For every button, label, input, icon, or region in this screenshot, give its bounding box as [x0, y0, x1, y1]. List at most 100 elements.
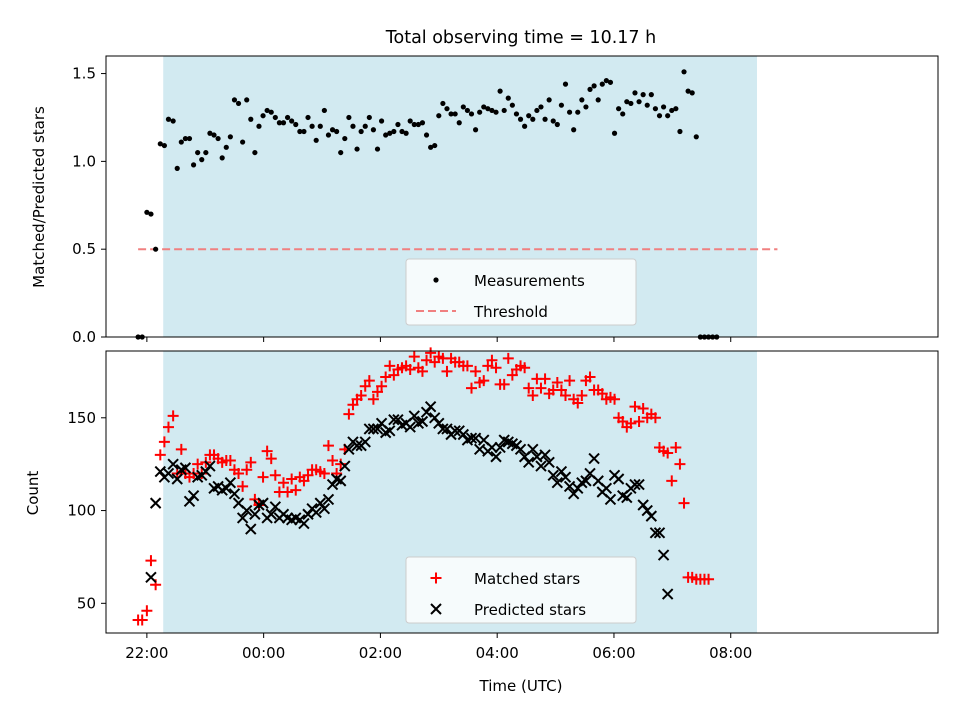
data-point: [354, 146, 360, 152]
data-point: [662, 447, 674, 459]
y-tick-label: 100: [67, 502, 96, 520]
data-point: [571, 127, 577, 133]
data-point: [689, 90, 695, 96]
data-point: [502, 352, 514, 364]
y-axis-label-ratio: Matched/Predicted stars: [30, 106, 48, 288]
data-point: [399, 128, 405, 135]
data-point: [387, 130, 393, 136]
y-tick-label: 1.5: [72, 65, 96, 83]
legend-label: Measurements: [474, 272, 585, 290]
data-point: [477, 109, 483, 115]
data-point: [441, 365, 453, 377]
data-point: [313, 137, 319, 143]
data-point: [219, 155, 225, 161]
data-point: [576, 390, 588, 402]
data-point: [624, 99, 630, 105]
data-point: [554, 121, 560, 128]
data-point: [657, 549, 670, 561]
data-point: [641, 504, 653, 517]
ratio-legend: Measurements Threshold: [405, 258, 637, 326]
data-point: [190, 162, 197, 168]
data-point: [236, 512, 249, 524]
data-point: [669, 107, 675, 114]
legend-label: Threshold: [473, 303, 548, 321]
data-point: [464, 107, 471, 114]
data-point: [478, 375, 490, 387]
data-point: [436, 113, 442, 119]
data-point: [257, 471, 269, 483]
data-point: [149, 497, 162, 509]
data-point: [305, 114, 311, 121]
data-point: [522, 123, 528, 129]
data-point: [260, 113, 266, 119]
data-point: [145, 555, 157, 567]
data-point: [534, 107, 540, 114]
data-point: [489, 107, 495, 114]
data-point: [224, 477, 237, 489]
data-point: [587, 86, 593, 92]
data-point: [269, 469, 281, 481]
data-point: [449, 425, 461, 437]
data-point: [182, 135, 189, 142]
data-point: [465, 382, 477, 394]
data-point: [192, 458, 204, 470]
data-point: [670, 441, 682, 453]
data-point: [673, 106, 679, 112]
data-point: [245, 523, 257, 535]
data-point: [252, 149, 258, 156]
data-point: [637, 499, 649, 511]
y-tick-label: 0.5: [72, 240, 96, 258]
data-point: [551, 477, 564, 489]
data-point: [505, 95, 511, 101]
x-tick-label: 22:00: [125, 644, 168, 662]
data-point: [175, 443, 187, 455]
data-point: [334, 128, 340, 135]
data-point: [588, 452, 600, 465]
data-point: [603, 77, 609, 84]
data-point: [481, 104, 487, 110]
data-point: [187, 490, 200, 502]
data-point: [167, 410, 179, 422]
data-point: [203, 149, 209, 156]
data-point: [678, 497, 690, 509]
data-point: [235, 100, 242, 107]
data-point: [490, 451, 502, 463]
data-point: [567, 488, 580, 500]
data-point: [178, 139, 184, 145]
data-point: [215, 135, 221, 142]
data-point: [523, 456, 535, 469]
data-point: [513, 111, 520, 117]
data-point: [460, 104, 466, 110]
data-point: [703, 573, 715, 585]
data-point: [539, 373, 551, 385]
data-point: [162, 421, 174, 433]
data-point: [486, 354, 498, 366]
data-point: [416, 365, 428, 377]
data-point: [600, 482, 613, 494]
data-point: [223, 144, 229, 150]
data-point: [404, 421, 416, 433]
data-point: [423, 132, 430, 138]
data-point: [526, 113, 532, 119]
data-point: [416, 415, 429, 428]
data-point: [272, 114, 278, 121]
data-point: [136, 614, 148, 626]
data-point: [335, 458, 347, 470]
data-point: [584, 371, 596, 383]
data-point: [282, 486, 294, 498]
series-matched-stars: [132, 347, 715, 626]
data-point: [384, 360, 396, 372]
data-point: [677, 128, 683, 135]
data-point: [486, 441, 498, 454]
data-point: [310, 506, 322, 519]
series-measurements: [135, 69, 720, 340]
data-point: [322, 440, 334, 452]
data-point: [665, 113, 671, 119]
data-point: [284, 114, 291, 121]
data-point: [167, 458, 179, 470]
data-point: [538, 104, 544, 110]
data-point: [493, 109, 499, 115]
data-point: [633, 416, 645, 427]
data-point: [200, 465, 212, 478]
